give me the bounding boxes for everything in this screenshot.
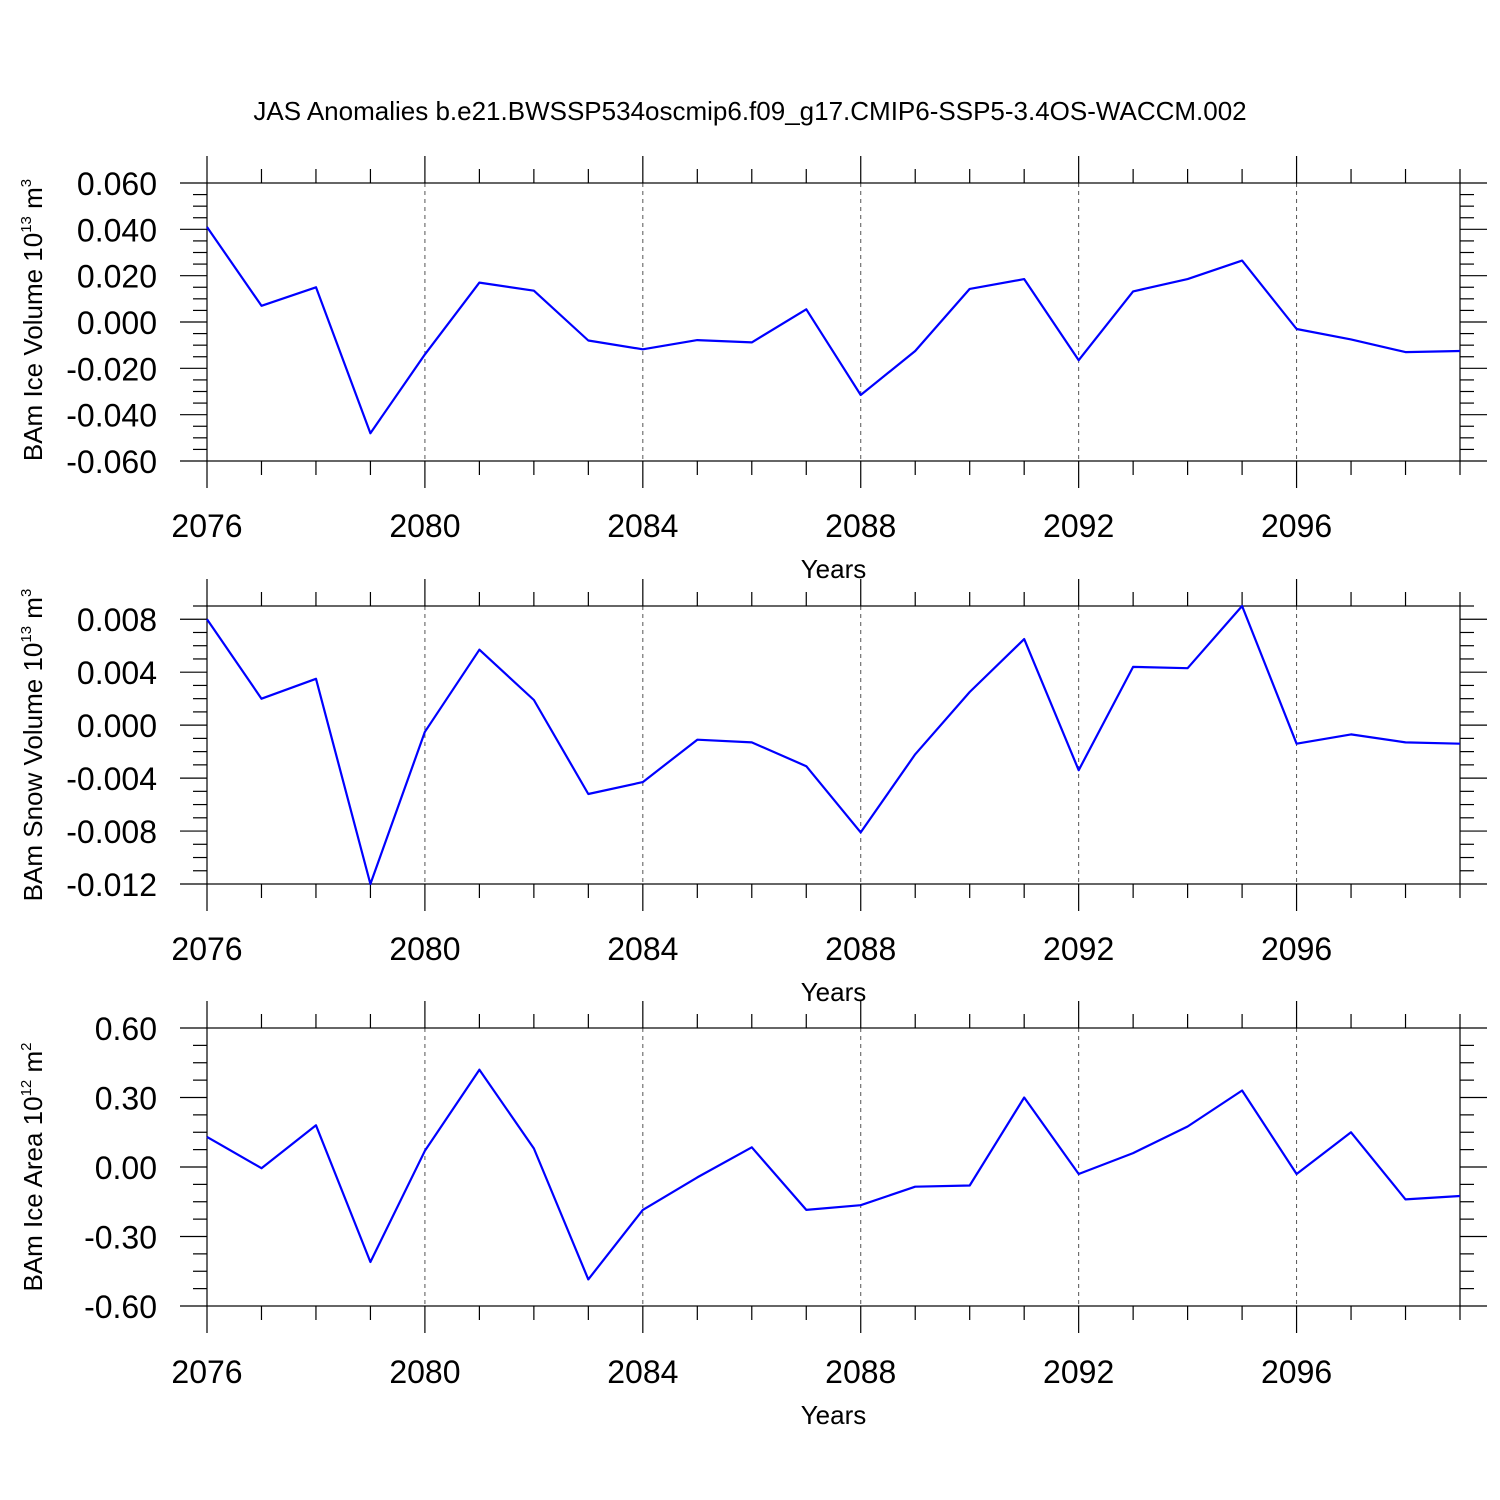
y-tick-label: -0.020 xyxy=(66,351,157,387)
y-axis-label-main: BAm Snow Volume 10 xyxy=(18,643,48,902)
y-tick-label: 0.000 xyxy=(77,708,157,744)
x-axis-label: Years xyxy=(801,1400,867,1430)
x-tick-label: 2084 xyxy=(607,931,678,967)
y-axis-label-unit-exp: 3 xyxy=(18,179,35,187)
y-axis-label-unit-exp: 3 xyxy=(18,589,35,597)
x-tick-label: 2080 xyxy=(389,508,460,544)
y-tick-label: -0.040 xyxy=(66,398,157,434)
y-tick-label: 0.000 xyxy=(77,305,157,341)
y-tick-label: -0.60 xyxy=(84,1289,157,1325)
series-line xyxy=(206,604,1461,886)
y-tick-label: 0.30 xyxy=(95,1081,157,1117)
y-axis-label-unit: m xyxy=(18,1051,48,1080)
x-tick-label: 2080 xyxy=(389,931,460,967)
y-tick-label: 0.004 xyxy=(77,655,157,691)
y-tick-label: 0.00 xyxy=(95,1150,157,1186)
x-tick-label: 2084 xyxy=(607,508,678,544)
y-axis-label-exp: 13 xyxy=(18,626,35,643)
y-tick-label: -0.30 xyxy=(84,1220,157,1256)
x-tick-label: 2092 xyxy=(1043,508,1114,544)
x-tick-label: 2096 xyxy=(1261,931,1332,967)
x-tick-label: 2096 xyxy=(1261,508,1332,544)
y-tick-label: 0.008 xyxy=(77,602,157,638)
plot-frame xyxy=(206,1027,1461,1307)
series-line xyxy=(206,1068,1461,1281)
y-tick-label: -0.004 xyxy=(66,761,157,797)
x-axis-label: Years xyxy=(801,977,867,1007)
y-tick-label: -0.008 xyxy=(66,814,157,850)
x-tick-label: 2092 xyxy=(1043,1354,1114,1390)
y-axis-label: BAm Ice Volume 1013 m3 xyxy=(18,179,48,461)
y-tick-label: -0.060 xyxy=(66,444,157,480)
y-axis-label-main: BAm Ice Volume 10 xyxy=(18,233,48,461)
x-axis-label: Years xyxy=(801,554,867,584)
y-tick-label: 0.060 xyxy=(77,166,157,202)
x-tick-label: 2076 xyxy=(171,1354,242,1390)
y-tick-label: 0.020 xyxy=(77,259,157,295)
chart-panel-1: 2076 2080 2084 2088 2092 2096 0.060 0.040 0.020 0… xyxy=(18,156,1487,584)
series-line xyxy=(206,226,1461,435)
y-tick-label: 0.60 xyxy=(95,1011,157,1047)
x-tick-label: 2080 xyxy=(389,1354,460,1390)
x-tick-label: 2092 xyxy=(1043,931,1114,967)
y-tick-label: 0.040 xyxy=(77,212,157,248)
y-axis-label: BAm Snow Volume 1013 m3 xyxy=(18,589,48,902)
x-tick-label: 2084 xyxy=(607,1354,678,1390)
y-axis-label-exp: 13 xyxy=(18,216,35,233)
plot-frame xyxy=(206,605,1461,885)
y-axis-label-unit: m xyxy=(18,597,48,626)
plot-frame xyxy=(206,182,1461,462)
y-axis-label-main: BAm Ice Area 10 xyxy=(18,1096,48,1291)
y-axis-label-exp: 12 xyxy=(18,1080,35,1097)
x-tick-label: 2096 xyxy=(1261,1354,1332,1390)
x-tick-label: 2088 xyxy=(825,1354,896,1390)
figure-title: JAS Anomalies b.e21.BWSSP534oscmip6.f09_… xyxy=(253,96,1246,126)
chart-panel-2: 2076 2080 2084 2088 2092 2096 0.008 0.004 0.000 -… xyxy=(18,579,1487,1007)
y-tick-label: -0.012 xyxy=(66,867,157,903)
x-tick-label: 2088 xyxy=(825,508,896,544)
chart-panel-3: 2076 2080 2084 2088 2092 2096 0.60 0.30 0.00 -0.3… xyxy=(18,1001,1487,1430)
x-tick-label: 2088 xyxy=(825,931,896,967)
x-tick-label: 2076 xyxy=(171,931,242,967)
y-axis-label-unit-exp: 2 xyxy=(18,1042,35,1050)
x-tick-label: 2076 xyxy=(171,508,242,544)
y-axis-label: BAm Ice Area 1012 m2 xyxy=(18,1042,48,1291)
y-axis-label-unit: m xyxy=(18,187,48,216)
